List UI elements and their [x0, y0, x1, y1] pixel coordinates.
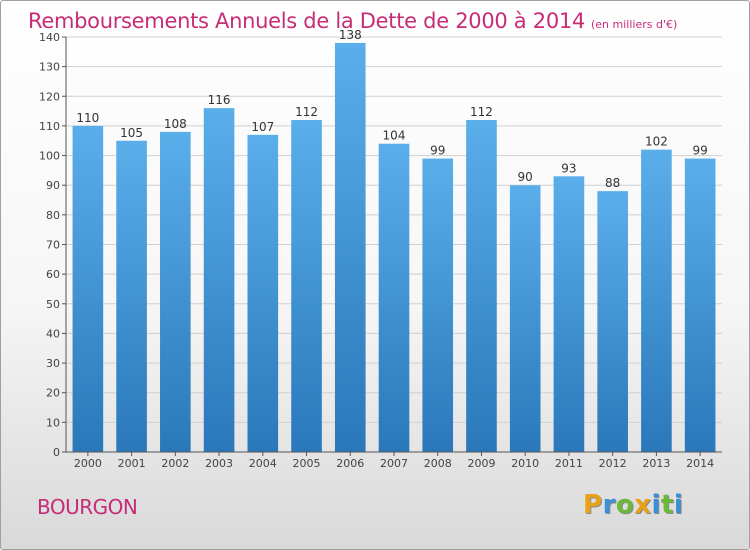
y-tick-label: 40 — [46, 327, 60, 340]
y-tick-label: 60 — [46, 268, 60, 281]
y-tick-label: 80 — [46, 209, 60, 222]
axes — [65, 37, 722, 453]
x-tick-label: 2013 — [642, 457, 670, 470]
bar-2007 — [378, 143, 410, 452]
y-tick-label: 20 — [46, 387, 60, 400]
bar-value-label: 102 — [645, 135, 668, 149]
bar-value-label: 99 — [430, 144, 445, 158]
y-tick-label: 70 — [46, 239, 60, 252]
logo-letter: i — [651, 490, 661, 520]
bar-2012 — [597, 191, 628, 452]
y-tick-label: 10 — [46, 416, 60, 429]
data-labels: 110 105 108 116 107 112 138 104 99 112 90 93 88 102 99 — [76, 28, 707, 190]
bar-2001 — [116, 140, 147, 452]
x-tick-label: 2008 — [424, 457, 452, 470]
x-tick-label: 2002 — [161, 457, 189, 470]
y-tick-label: 130 — [39, 61, 60, 74]
x-tick-label: 2009 — [467, 457, 495, 470]
x-tick-label: 2010 — [511, 457, 539, 470]
x-tick-label: 2014 — [686, 457, 714, 470]
x-tick-label: 2001 — [118, 457, 146, 470]
bar-2000 — [72, 125, 104, 452]
bars — [72, 42, 716, 453]
bar-value-label: 112 — [470, 105, 493, 119]
y-tick-label: 30 — [46, 357, 60, 370]
x-tick-label: 2004 — [249, 457, 277, 470]
bar-2013 — [641, 149, 672, 452]
bar-2009 — [466, 120, 497, 452]
y-tick-label: 140 — [39, 31, 60, 44]
bar-value-label: 107 — [251, 120, 274, 134]
y-tick-label: 50 — [46, 298, 60, 311]
bar-value-label: 88 — [605, 176, 620, 190]
y-tick-label: 100 — [39, 150, 60, 163]
bar-value-label: 138 — [339, 28, 362, 42]
bar-2011 — [553, 176, 585, 453]
logo-letter: x — [634, 490, 652, 520]
logo-letter: r — [602, 490, 616, 520]
bar-2008 — [422, 158, 454, 453]
bar-2014 — [684, 158, 716, 453]
bar-value-label: 112 — [295, 105, 318, 119]
logo-letter: o — [615, 490, 635, 520]
bar-value-label: 110 — [76, 111, 99, 125]
x-tick-label: 2005 — [293, 457, 321, 470]
bar-2002 — [160, 131, 191, 452]
bar-value-label: 104 — [383, 129, 406, 143]
bar-2004 — [247, 134, 279, 453]
x-tick-label: 2006 — [336, 457, 364, 470]
bar-value-label: 93 — [561, 161, 576, 175]
x-tick-label: 2003 — [205, 457, 233, 470]
chart-subtitle: (en milliers d'€) — [591, 18, 678, 31]
chart-title-text: Remboursements Annuels de la Dette de 20… — [28, 9, 585, 33]
logo-letter: i — [673, 490, 684, 520]
bar-value-label: 105 — [120, 126, 143, 140]
bar-value-label: 116 — [208, 93, 231, 107]
logo-letter: t — [660, 490, 674, 520]
chart-title: Remboursements Annuels de la Dette de 20… — [28, 9, 677, 33]
bar-2010 — [509, 185, 541, 452]
bar-2005 — [291, 120, 322, 452]
bar-2003 — [203, 108, 235, 453]
bar-value-label: 108 — [164, 117, 187, 131]
commune-name: BOURGON — [37, 495, 138, 519]
y-tick-label: 90 — [46, 179, 60, 192]
y-tick-label: 0 — [53, 446, 60, 459]
x-tick-label: 2011 — [555, 457, 583, 470]
bar-value-label: 99 — [692, 144, 707, 158]
y-axis-ticks: 0 10 20 30 40 50 60 70 80 90 100 110 120 130 140 — [39, 31, 66, 459]
x-tick-label: 2000 — [74, 457, 102, 470]
x-tick-label: 2012 — [599, 457, 627, 470]
x-tick-label: 2007 — [380, 457, 408, 470]
proxiti-logo[interactable]: Proxiti — [583, 490, 683, 520]
bar-value-label: 90 — [518, 170, 533, 184]
logo-letter: P — [583, 490, 603, 520]
bar-2006 — [334, 42, 366, 453]
y-tick-label: 110 — [39, 120, 60, 133]
x-axis-ticks: 2000 2001 2002 2003 2004 2005 2006 2007 2008 2009… — [74, 452, 714, 470]
y-tick-label: 120 — [39, 90, 60, 103]
